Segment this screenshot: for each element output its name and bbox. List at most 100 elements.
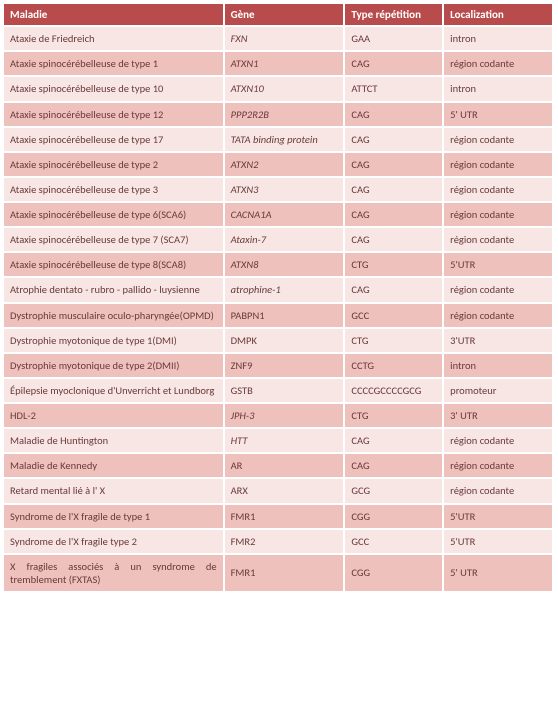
cell-maladie: Maladie de Huntington [4, 428, 224, 453]
table-row: Syndrome de l'X fragile type 2FMR2GCC5'U… [4, 529, 553, 554]
cell-loc: intron [443, 353, 553, 378]
cell-gene: ATXN10 [224, 76, 345, 101]
table-row: Maladie de KennedyARCAGrégion codante [4, 453, 553, 478]
cell-gene: atrophine-1 [224, 277, 345, 302]
cell-type: CTG [344, 403, 443, 428]
cell-maladie: Dystrophie myotonique de type 1(DMI) [4, 328, 224, 353]
cell-loc: 5'UTR [443, 529, 553, 554]
cell-maladie: Ataxie spinocérébelleuse de type 17 [4, 127, 224, 152]
cell-loc: 5' UTR [443, 554, 553, 592]
cell-type: CCCCGCCCCGCG [344, 378, 443, 403]
table-row: Ataxie spinocérébelleuse de type 6(SCA6)… [4, 202, 553, 227]
table-row: Ataxie spinocérébelleuse de type 17TATA … [4, 127, 553, 152]
column-header-type: Type répétition [344, 4, 443, 26]
cell-maladie: Dystrophie myotonique de type 2(DMII) [4, 353, 224, 378]
cell-loc: 5'UTR [443, 252, 553, 277]
cell-type: CCTG [344, 353, 443, 378]
cell-loc: 3'UTR [443, 328, 553, 353]
column-header-maladie: Maladie [4, 4, 224, 26]
diseases-table: MaladieGèneType répétitionLocalization A… [4, 4, 554, 593]
cell-loc: 3' UTR [443, 403, 553, 428]
table-row: Ataxie spinocérébelleuse de type 1ATXN1C… [4, 51, 553, 76]
cell-maladie: Ataxie spinocérébelleuse de type 8(SCA8) [4, 252, 224, 277]
cell-loc: région codante [443, 277, 553, 302]
cell-loc: région codante [443, 51, 553, 76]
cell-maladie: Syndrome de l'X fragile type 2 [4, 529, 224, 554]
cell-loc: région codante [443, 453, 553, 478]
table-body: Ataxie de FriedreichFXNGAAintronAtaxie s… [4, 26, 553, 592]
cell-maladie: Ataxie spinocérébelleuse de type 12 [4, 102, 224, 127]
cell-loc: région codante [443, 177, 553, 202]
table-row: HDL-2JPH-3CTG3' UTR [4, 403, 553, 428]
cell-gene: PABPN1 [224, 303, 345, 328]
cell-type: CAG [344, 277, 443, 302]
cell-gene: ATXN1 [224, 51, 345, 76]
cell-loc: région codante [443, 478, 553, 503]
cell-gene: ATXN3 [224, 177, 345, 202]
table-row: Ataxie spinocérébelleuse de type 10ATXN1… [4, 76, 553, 101]
table-header-row: MaladieGèneType répétitionLocalization [4, 4, 553, 26]
cell-gene: DMPK [224, 328, 345, 353]
cell-gene: ATXN8 [224, 252, 345, 277]
cell-maladie: Ataxie spinocérébelleuse de type 1 [4, 51, 224, 76]
cell-maladie: Maladie de Kennedy [4, 453, 224, 478]
table-row: Dystrophie myotonique de type 2(DMII)ZNF… [4, 353, 553, 378]
column-header-loc: Localization [443, 4, 553, 26]
cell-gene: PPP2R2B [224, 102, 345, 127]
table-row: Épilepsie myoclonique d'Unverricht et Lu… [4, 378, 553, 403]
cell-maladie: Ataxie spinocérébelleuse de type 3 [4, 177, 224, 202]
cell-maladie: Ataxie spinocérébelleuse de type 7 (SCA7… [4, 227, 224, 252]
cell-type: CAG [344, 202, 443, 227]
cell-loc: 5'UTR [443, 504, 553, 529]
cell-type: CAG [344, 51, 443, 76]
cell-loc: promoteur [443, 378, 553, 403]
cell-gene: FXN [224, 26, 345, 51]
column-header-gene: Gène [224, 4, 345, 26]
cell-type: CTG [344, 252, 443, 277]
cell-maladie: Retard mental lié à l' X [4, 478, 224, 503]
cell-type: CAG [344, 227, 443, 252]
table-row: Ataxie spinocérébelleuse de type 2ATXN2C… [4, 152, 553, 177]
cell-maladie: Ataxie de Friedreich [4, 26, 224, 51]
table-row: X fragiles associés à un syndrome de tre… [4, 554, 553, 592]
cell-loc: région codante [443, 127, 553, 152]
cell-type: GCC [344, 303, 443, 328]
cell-gene: ATXN2 [224, 152, 345, 177]
table-row: Atrophie dentato - rubro - pallido - luy… [4, 277, 553, 302]
cell-loc: région codante [443, 152, 553, 177]
table-row: Retard mental lié à l' XARXGCGrégion cod… [4, 478, 553, 503]
cell-maladie: Atrophie dentato - rubro - pallido - luy… [4, 277, 224, 302]
cell-loc: région codante [443, 303, 553, 328]
cell-type: CGG [344, 554, 443, 592]
table-row: Ataxie spinocérébelleuse de type 12PPP2R… [4, 102, 553, 127]
table-row: Syndrome de l'X fragile de type 1FMR1CGG… [4, 504, 553, 529]
table-header: MaladieGèneType répétitionLocalization [4, 4, 553, 26]
cell-gene: AR [224, 453, 345, 478]
cell-maladie: Ataxie spinocérébelleuse de type 6(SCA6) [4, 202, 224, 227]
cell-maladie: Syndrome de l'X fragile de type 1 [4, 504, 224, 529]
cell-type: CTG [344, 328, 443, 353]
cell-gene: ZNF9 [224, 353, 345, 378]
cell-gene: FMR1 [224, 504, 345, 529]
cell-type: GCC [344, 529, 443, 554]
cell-gene: GSTB [224, 378, 345, 403]
cell-maladie: Ataxie spinocérébelleuse de type 10 [4, 76, 224, 101]
cell-gene: FMR2 [224, 529, 345, 554]
cell-loc: région codante [443, 227, 553, 252]
cell-gene: FMR1 [224, 554, 345, 592]
cell-loc: région codante [443, 202, 553, 227]
cell-loc: intron [443, 26, 553, 51]
cell-maladie: HDL-2 [4, 403, 224, 428]
cell-type: GAA [344, 26, 443, 51]
cell-type: CAG [344, 102, 443, 127]
cell-type: ATTCT [344, 76, 443, 101]
table-row: Ataxie de FriedreichFXNGAAintron [4, 26, 553, 51]
table-row: Dystrophie musculaire oculo-pharyngée(OP… [4, 303, 553, 328]
cell-gene: ARX [224, 478, 345, 503]
cell-type: GCG [344, 478, 443, 503]
cell-gene: Ataxin-7 [224, 227, 345, 252]
table-row: Ataxie spinocérébelleuse de type 3ATXN3C… [4, 177, 553, 202]
cell-loc: région codante [443, 428, 553, 453]
table-row: Ataxie spinocérébelleuse de type 7 (SCA7… [4, 227, 553, 252]
cell-type: CGG [344, 504, 443, 529]
